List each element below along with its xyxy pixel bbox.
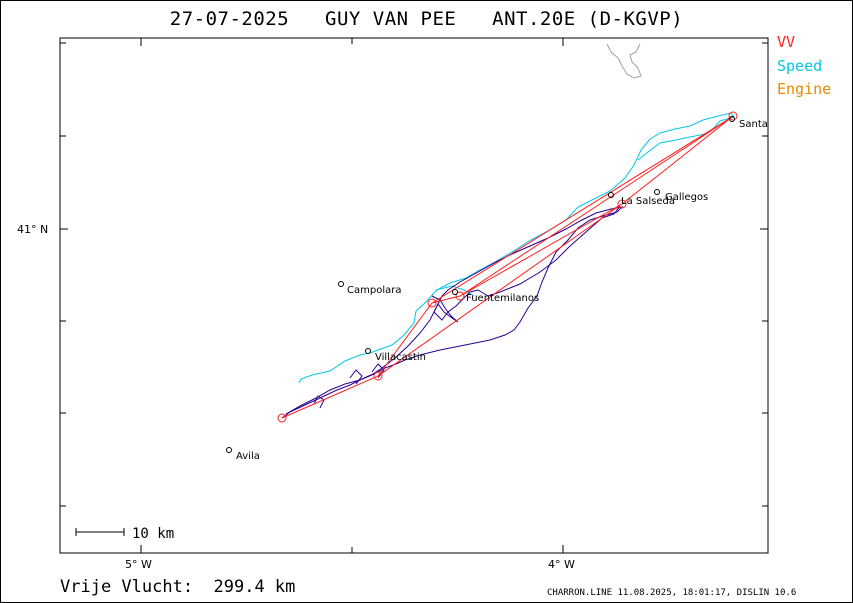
lat-ticks [60,42,768,507]
place-marker-gallegos [654,189,660,195]
place-marker-la-salseda [608,192,614,198]
turnpoint-3 [427,298,437,308]
flight-title: 27-07-2025 GUY VAN PEE ANT.20E (D-KGVP) [169,8,684,30]
lat-label-41n: 41° N [17,223,48,236]
place-markers [226,116,735,453]
turnpoint-5 [617,199,627,209]
speed-track [298,112,735,384]
scale-label: 10 km [132,526,174,542]
turnpoint-4 [455,291,465,301]
turnpoint-2 [373,371,383,381]
place-label-campolara: Campolara [347,285,401,296]
software-credit: CHARRON.LINE 11.08.2025, 18:01:17, DISLI… [547,588,797,598]
coastline [606,43,642,79]
vv-legs [281,116,733,419]
place-marker-avila [226,447,232,453]
place-label-gallegos: Gallegos [665,192,708,203]
scale-bar [75,528,125,536]
lon-label-5w: 5° W [125,558,152,571]
glider-track-climb [431,205,621,323]
legend-speed: Speed [777,57,823,75]
map-border [59,37,769,554]
place-marker-fuentemilanos [452,289,458,295]
thermal-circles [313,363,385,409]
place-marker-santa [729,116,735,122]
legend-vv: VV [777,33,796,51]
lon-ticks [140,38,564,553]
glider-track [281,206,624,419]
turnpoint-1 [277,413,287,423]
turnpoint-6 [728,111,738,121]
place-label-fuentemilanos: Fuentemilanos [466,293,539,304]
place-label-la-salseda: La Salseda [621,196,675,207]
place-label-santa: Santa [739,119,768,130]
place-marker-villacastin [365,348,371,354]
free-flight-distance: Vrije Vlucht: 299.4 km [60,577,296,597]
legend-engine: Engine [777,80,832,98]
place-marker-campolara [338,281,344,287]
place-label-avila: Avila [236,451,260,462]
place-label-villacastin: Villacastin [375,352,426,363]
lon-label-4w: 4° W [548,558,575,571]
